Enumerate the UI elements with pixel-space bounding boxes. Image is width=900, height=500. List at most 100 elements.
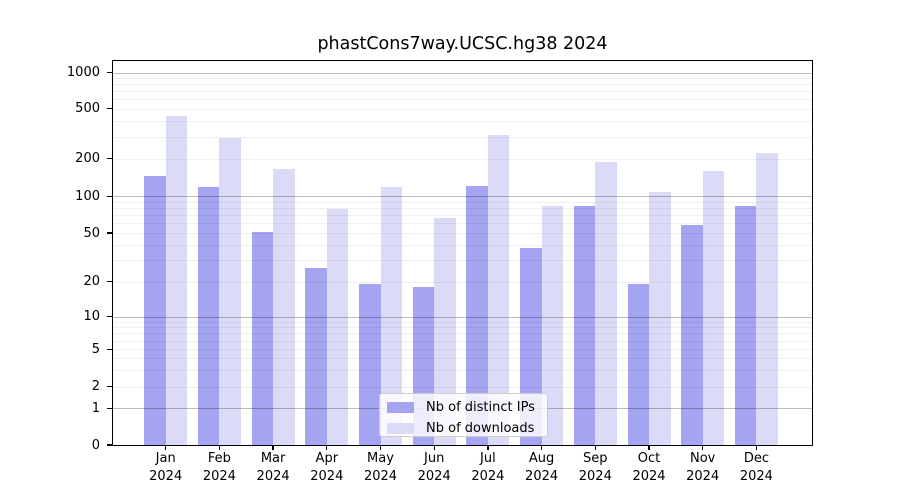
x-tick-label: Dec 2024 xyxy=(724,450,788,485)
x-tick-year: 2024 xyxy=(256,468,290,484)
x-tick-year: 2024 xyxy=(202,468,236,484)
x-tick-mark xyxy=(702,445,704,450)
bar-distinct-ips-Jul xyxy=(466,185,488,445)
y-tick-label: 10 xyxy=(83,309,100,325)
x-tick-mark xyxy=(165,445,167,450)
gridline-minor xyxy=(113,244,812,246)
x-tick-year: 2024 xyxy=(739,468,773,484)
bar-downloads-Sep xyxy=(595,161,617,445)
bar-downloads-May xyxy=(380,186,402,445)
gridline-major xyxy=(113,196,812,198)
gridline-minor xyxy=(113,91,812,93)
y-tick-mark xyxy=(106,316,113,318)
plot-area xyxy=(113,61,812,445)
x-tick-month: Dec xyxy=(743,451,769,466)
bar-downloads-Mar xyxy=(273,169,295,445)
x-tick-label: Nov 2024 xyxy=(671,450,735,485)
x-tick-year: 2024 xyxy=(310,468,344,484)
bar-distinct-ips-Apr xyxy=(305,267,327,445)
gridline-minor xyxy=(113,233,812,234)
bar-downloads-Jul xyxy=(487,134,510,445)
gridline-major xyxy=(113,316,812,318)
x-tick-mark xyxy=(218,445,221,450)
legend-label-distinct-ips: Nb of distinct IPs xyxy=(426,399,535,415)
bar-downloads-Oct xyxy=(649,192,671,445)
x-tick-label: Sep 2024 xyxy=(563,450,627,485)
x-tick-mark xyxy=(272,445,274,450)
legend-label-downloads: Nb of downloads xyxy=(426,420,535,436)
x-tick-month: Jul xyxy=(480,451,496,466)
x-tick-year: 2024 xyxy=(149,468,183,484)
x-tick-label: May 2024 xyxy=(349,450,413,485)
gridline-minor xyxy=(113,78,812,80)
y-tick-mark xyxy=(106,72,113,74)
y-tick-label: 500 xyxy=(75,101,100,117)
y-tick-label: 1000 xyxy=(66,65,100,81)
y-tick-label: 1 xyxy=(91,400,100,416)
y-tick-label: 200 xyxy=(75,151,100,167)
x-tick-label: Jul 2024 xyxy=(456,450,520,485)
bar-downloads-Jun xyxy=(434,218,456,445)
legend-swatch-distinct-ips-icon xyxy=(387,401,414,413)
gridline-minor xyxy=(113,349,812,351)
y-tick-mark xyxy=(106,195,113,197)
x-tick-label: Oct 2024 xyxy=(617,450,681,485)
x-tick-year: 2024 xyxy=(471,468,505,484)
bar-distinct-ips-Oct xyxy=(627,284,649,445)
legend-item-downloads: Nb of downloads xyxy=(387,419,547,437)
x-tick-year: 2024 xyxy=(632,468,666,484)
y-tick-mark xyxy=(106,407,113,409)
x-tick-year: 2024 xyxy=(578,468,612,484)
bar-distinct-ips-Sep xyxy=(573,205,596,445)
x-tick-month: Oct xyxy=(637,451,661,466)
gridline-minor xyxy=(113,201,812,203)
x-tick-year: 2024 xyxy=(525,468,559,484)
x-tick-label: Apr 2024 xyxy=(295,450,359,485)
bar-distinct-ips-Nov xyxy=(681,225,703,445)
x-tick-month: May xyxy=(367,451,394,466)
bar-downloads-Feb xyxy=(219,138,241,445)
x-tick-mark xyxy=(594,445,596,450)
legend-swatch-downloads-icon xyxy=(387,422,414,434)
bar-distinct-ips-Dec xyxy=(734,205,757,445)
x-tick-month: Mar xyxy=(260,451,286,466)
gridline-minor xyxy=(113,84,812,86)
gridline-minor xyxy=(113,108,812,110)
x-tick-label: Jan 2024 xyxy=(134,450,198,485)
x-tick-mark xyxy=(326,445,328,450)
bar-downloads-Apr xyxy=(326,209,349,445)
y-tick-label: 50 xyxy=(83,225,100,241)
x-tick-month: Jan xyxy=(155,451,176,466)
gridline-minor xyxy=(113,370,812,372)
y-tick-label: 5 xyxy=(91,341,100,357)
gridline-minor xyxy=(113,120,812,122)
chart-title: phastCons7way.UCSC.hg38 2024 xyxy=(317,34,608,54)
y-tick-mark xyxy=(106,158,113,160)
y-tick-label: 100 xyxy=(75,188,100,204)
bar-distinct-ips-Feb xyxy=(197,186,220,445)
gridline-minor xyxy=(113,215,812,217)
bar-distinct-ips-Jan xyxy=(144,175,166,445)
legend: Nb of distinct IPs Nb of downloads xyxy=(379,393,548,437)
y-tick-mark xyxy=(106,281,113,283)
x-tick-mark xyxy=(648,445,650,450)
x-tick-month: Apr xyxy=(315,451,339,466)
bar-downloads-Dec xyxy=(756,152,778,445)
y-tick-mark xyxy=(106,108,113,110)
gridline-minor xyxy=(113,340,812,342)
y-tick-mark xyxy=(106,348,113,350)
x-tick-mark xyxy=(540,445,543,450)
gridline-major xyxy=(113,72,812,74)
bar-downloads-Aug xyxy=(541,205,564,445)
x-tick-mark xyxy=(433,445,435,450)
y-tick-mark xyxy=(106,444,113,446)
y-tick-mark xyxy=(106,232,113,234)
gridline-minor xyxy=(113,327,812,329)
y-tick-label: 0 xyxy=(91,437,100,453)
x-tick-mark xyxy=(755,445,758,450)
gridline-minor xyxy=(113,208,812,210)
gridline-minor xyxy=(113,358,812,360)
x-tick-month: Nov xyxy=(690,451,716,466)
bar-downloads-Jan xyxy=(165,115,188,445)
